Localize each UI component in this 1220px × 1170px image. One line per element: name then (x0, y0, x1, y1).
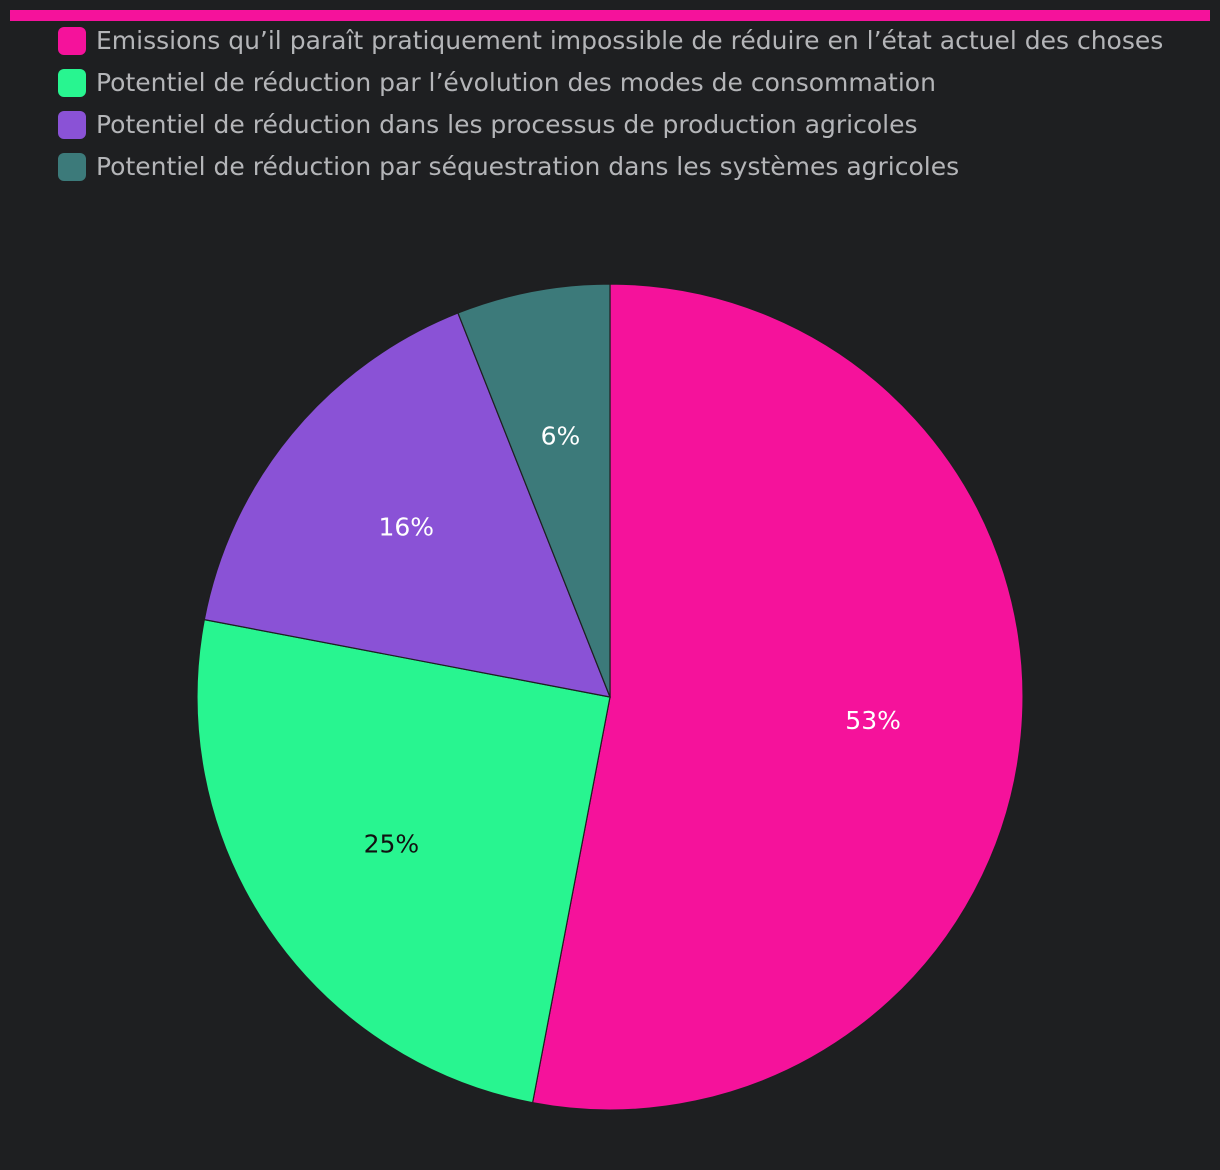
pie-slice[interactable] (196, 618, 611, 1104)
legend-label: Emissions qu’il paraît pratiquement impo… (96, 26, 1164, 55)
pie-slices (196, 283, 1024, 1111)
pie-slice[interactable] (531, 283, 1024, 1111)
accent-bar (10, 10, 1210, 21)
legend-label: Potentiel de réduction par séquestration… (96, 152, 960, 181)
legend-swatch (58, 153, 86, 181)
legend-label: Potentiel de réduction par l’évolution d… (96, 68, 936, 97)
pie-labels: 53% 25% 16% 6% (364, 421, 901, 858)
legend: Emissions qu’il paraît pratiquement impo… (58, 22, 1168, 190)
legend-item[interactable]: Emissions qu’il paraît pratiquement impo… (58, 22, 1168, 60)
slice-value-label: 16% (379, 513, 435, 542)
slice-value-label: 6% (541, 421, 581, 450)
pie-slice[interactable] (203, 312, 611, 698)
legend-swatch (58, 69, 86, 97)
legend-swatch (58, 111, 86, 139)
legend-item[interactable]: Potentiel de réduction dans les processu… (58, 106, 1168, 144)
legend-swatch (58, 27, 86, 55)
legend-label: Potentiel de réduction dans les processu… (96, 110, 918, 139)
pie-slice[interactable] (457, 283, 611, 698)
slice-value-label: 53% (845, 706, 901, 735)
legend-item[interactable]: Potentiel de réduction par séquestration… (58, 148, 1168, 186)
slice-value-label: 25% (364, 830, 420, 859)
legend-item[interactable]: Potentiel de réduction par l’évolution d… (58, 64, 1168, 102)
